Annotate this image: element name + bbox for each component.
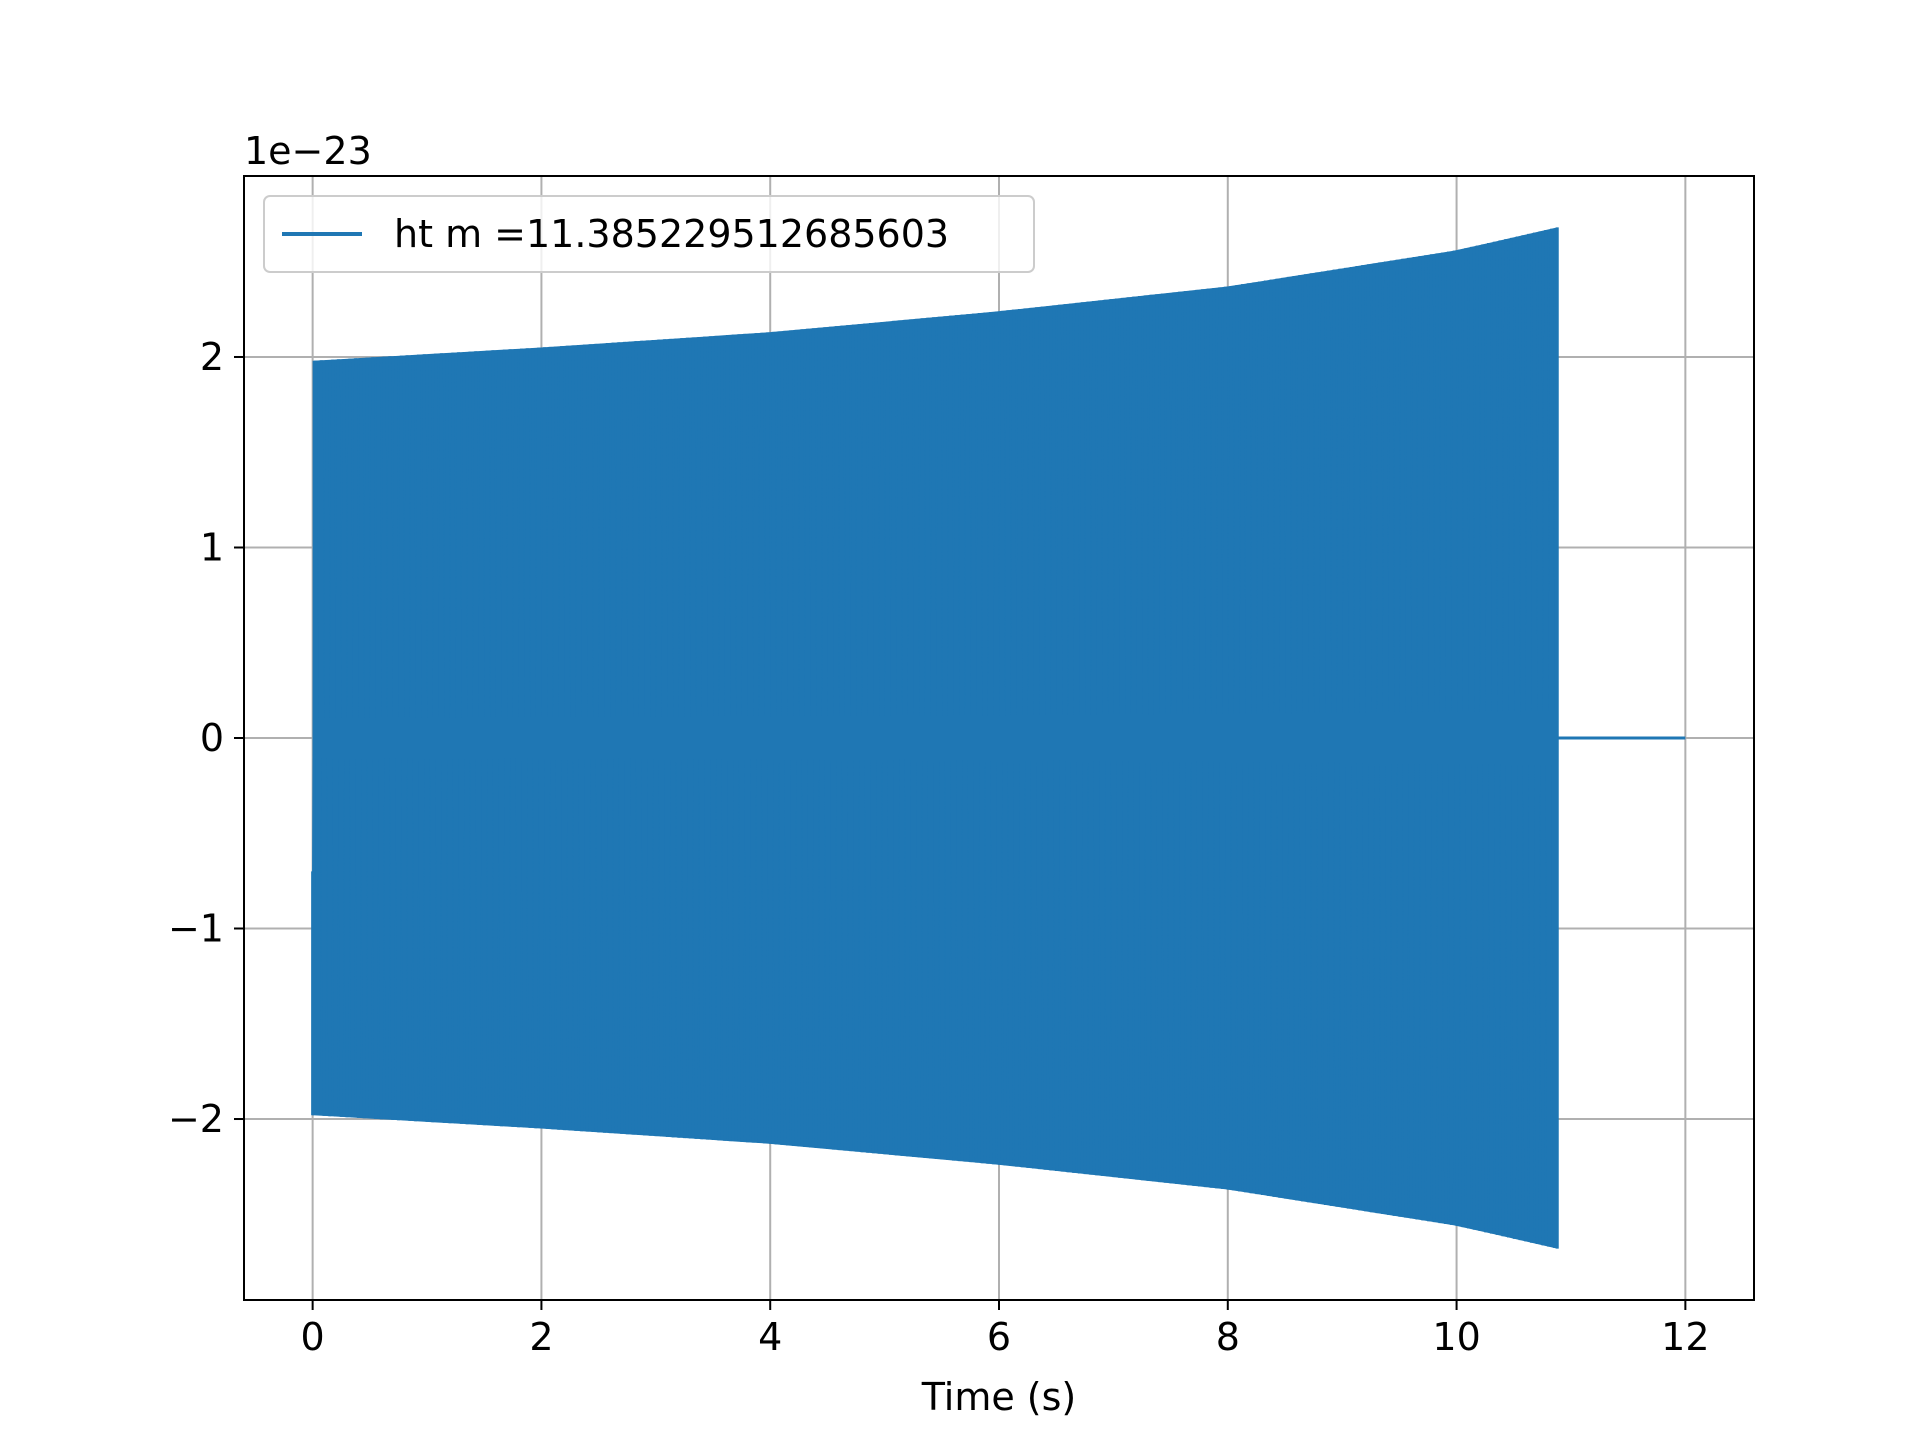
series-layer: [311, 227, 1686, 1249]
x-tick-label: 6: [987, 1315, 1011, 1359]
legend: ht m =11.385229512685603: [263, 195, 1035, 273]
x-tick-label: 8: [1216, 1315, 1240, 1359]
legend-entry-label: ht m =11.385229512685603: [394, 212, 949, 256]
legend-box: [263, 195, 1035, 273]
y-tick-label: −2: [168, 1097, 224, 1141]
y-offset-text: 1e−23: [244, 129, 372, 173]
series-line: [311, 227, 1686, 1249]
y-tick-label: 2: [200, 335, 224, 379]
x-tick-label: 4: [758, 1315, 782, 1359]
x-axis-label: Time (s): [921, 1375, 1077, 1419]
y-tick-label: 1: [200, 525, 224, 569]
y-tick-label: −1: [168, 907, 224, 951]
x-tick-label: 10: [1432, 1315, 1480, 1359]
x-tick-label: 2: [529, 1315, 553, 1359]
x-tick-label: 0: [301, 1315, 325, 1359]
x-tick-label: 12: [1661, 1315, 1709, 1359]
y-tick-label: 0: [200, 716, 224, 760]
